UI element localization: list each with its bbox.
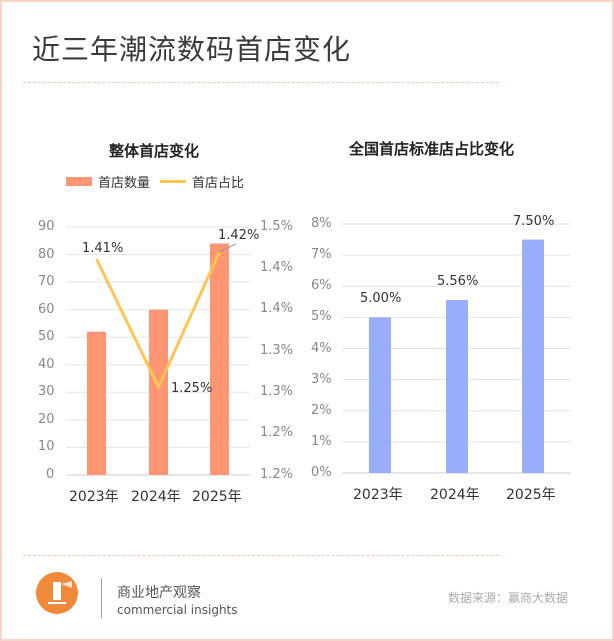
top-divider: [23, 82, 499, 83]
legend-line-swatch: [160, 180, 187, 183]
data-label: 1.42%: [218, 228, 260, 243]
ytick: 0%: [311, 465, 332, 480]
right-bars: [369, 239, 544, 473]
left-ytick: 20: [38, 412, 55, 427]
data-label: 5.00%: [360, 291, 402, 306]
data-label: 1.41%: [82, 241, 124, 256]
chart-right-title: 全国首店标准店占比变化: [349, 140, 515, 158]
ytick: 5%: [311, 309, 332, 324]
left-ytick: 10: [38, 439, 55, 454]
chart-left-title: 整体首店变化: [109, 142, 200, 160]
x-label: 2024年: [131, 489, 181, 505]
left-ytick: 0: [46, 467, 55, 482]
legend-bar-label: 首店数量: [98, 176, 151, 191]
footer-separator: [101, 578, 102, 618]
left-ytick: 50: [38, 329, 55, 344]
right-ytick: 1.2%: [260, 467, 294, 482]
right-ytick: 1.3%: [260, 343, 294, 358]
brand-name-cn: 商业地产观察: [117, 585, 201, 601]
right-ytick: 1.2%: [260, 425, 294, 440]
data-label: 5.56%: [437, 274, 479, 289]
ytick: 8%: [311, 216, 332, 231]
lighthouse-icon: [36, 572, 78, 614]
left-line: [95, 251, 221, 391]
x-label: 2023年: [353, 487, 403, 503]
data-label: 7.50%: [513, 214, 555, 229]
data-label: 1.25%: [171, 381, 213, 396]
page-title: 近三年潮流数码首店变化: [32, 33, 352, 66]
x-label: 2024年: [430, 487, 480, 503]
legend-bar-swatch: [66, 177, 92, 186]
chart-left-legend: 首店数量 首店占比: [66, 172, 244, 191]
ytick: 7%: [311, 247, 332, 262]
left-ytick: 60: [38, 302, 55, 317]
right-ytick: 1.5%: [260, 219, 294, 234]
ytick: 3%: [311, 372, 332, 387]
left-ytick: 70: [38, 274, 55, 289]
ytick: 2%: [311, 403, 332, 418]
x-label: 2025年: [506, 487, 556, 503]
left-ytick: 30: [38, 384, 55, 399]
left-bars: [87, 243, 229, 475]
left-ytick: 40: [38, 357, 55, 372]
ytick: 6%: [311, 278, 332, 293]
ytick: 4%: [311, 341, 332, 356]
ytick: 1%: [311, 434, 332, 449]
left-ytick: 80: [38, 247, 55, 262]
x-label: 2025年: [192, 489, 242, 505]
legend-line-label: 首店占比: [192, 176, 245, 191]
right-ytick: 1.4%: [260, 301, 294, 316]
left-ytick: 90: [38, 219, 55, 234]
bottom-divider: [23, 555, 499, 556]
right-ytick: 1.3%: [260, 384, 294, 399]
right-ytick: 1.4%: [260, 260, 294, 275]
data-source: 数据来源：赢商大数据: [448, 591, 569, 605]
brand-name-en: commercial insights: [117, 603, 238, 617]
x-label: 2023年: [69, 489, 119, 505]
